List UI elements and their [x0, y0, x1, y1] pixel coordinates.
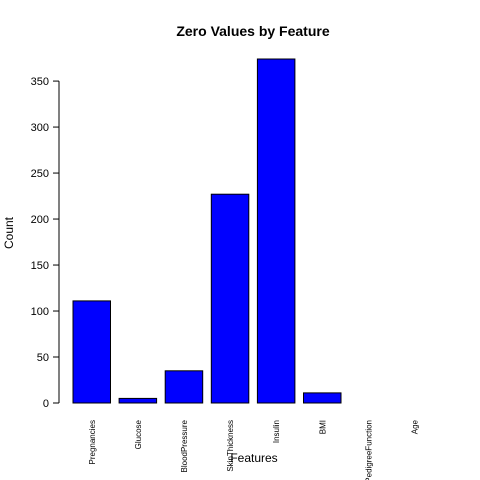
bar-insulin — [256, 58, 296, 404]
y-tick-label: 300 — [31, 122, 49, 134]
x-tick-label: DiabetesPedigreeFunction — [364, 420, 373, 480]
x-tick-label: Glucose — [134, 419, 143, 449]
bars-group — [72, 58, 342, 404]
x-tick-label: Pregnancies — [88, 420, 97, 464]
y-tick-label: 350 — [31, 76, 49, 88]
bar-bmi — [303, 392, 342, 404]
y-axis-label: Count — [2, 216, 16, 249]
x-axis-label: Features — [230, 451, 277, 465]
bar-skinthickness — [210, 193, 250, 404]
y-tick-label: 200 — [31, 214, 49, 226]
chart-title: Zero Values by Feature — [176, 23, 329, 39]
y-axis: 0 50 100 150 200 250 300 350 — [31, 76, 60, 410]
x-tick-label: BMI — [318, 420, 327, 434]
x-tick-label: BloodPressure — [180, 419, 189, 472]
x-tick-label: Insulin — [272, 420, 281, 443]
y-tick-label: 100 — [31, 306, 49, 318]
bar-glucose — [118, 397, 158, 404]
bar-pregnancies — [72, 300, 111, 404]
y-tick-label: 0 — [43, 398, 49, 410]
x-tick-label: SkinThickness — [226, 420, 235, 472]
x-tick-label: Age — [410, 419, 419, 434]
x-tick-labels: Pregnancies Glucose BloodPressure SkinThick… — [88, 419, 420, 480]
y-tick-label: 150 — [31, 260, 49, 272]
y-tick-label: 50 — [37, 352, 49, 364]
y-tick-label: 250 — [31, 168, 49, 180]
bar-bloodpressure — [164, 370, 204, 404]
